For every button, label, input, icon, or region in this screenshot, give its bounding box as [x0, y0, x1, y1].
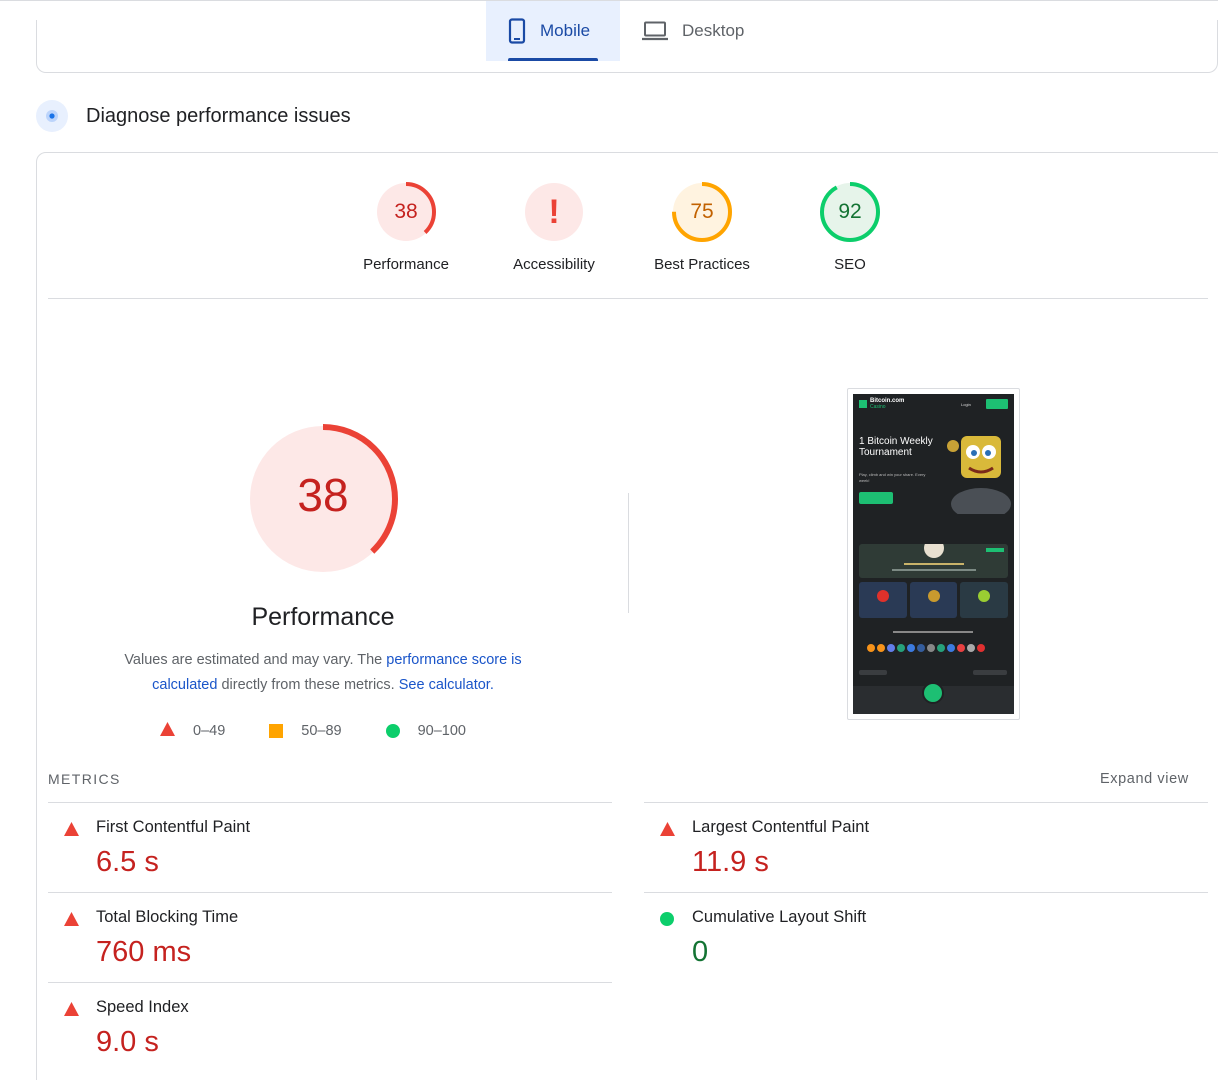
gauge-accessibility[interactable]: ! Accessibility	[479, 180, 629, 273]
tile-casino	[859, 582, 907, 618]
gauge-accessibility-value: !	[548, 193, 560, 231]
metric-divider	[644, 802, 1208, 803]
expand-view-button[interactable]: Expand view	[1100, 771, 1189, 787]
gauge-seo-label: SEO	[834, 256, 866, 273]
banner-art-icon	[892, 538, 1004, 571]
laptop-icon	[642, 21, 668, 41]
final-screenshot[interactable]: Bitcoin.com Casino Login 1 Bitcoin Weekl…	[853, 394, 1014, 714]
score-note: Values are estimated and may vary. The p…	[96, 648, 550, 698]
screenshot-signup-button	[986, 399, 1008, 409]
vertical-divider	[628, 493, 629, 613]
tile-live-casino	[909, 582, 958, 618]
screenshot-brand-sub: Casino	[870, 404, 886, 410]
gauge-best-practices-label: Best Practices	[654, 256, 750, 273]
screenshot-fab-icon	[922, 682, 944, 704]
metric-divider	[48, 802, 612, 803]
note-text-1: Values are estimated and may vary. The	[124, 652, 387, 668]
screenshot-hero-button	[859, 492, 893, 504]
square-icon	[269, 724, 284, 738]
tab-desktop[interactable]: Desktop	[620, 1, 764, 61]
metrics-header: METRICS	[48, 771, 121, 787]
screenshot-hero-subtitle: Play, climb and win your share. Every we…	[859, 472, 926, 483]
tab-mobile-label: Mobile	[540, 21, 591, 40]
gauge-accessibility-label: Accessibility	[513, 256, 595, 273]
gauge-seo-value: 92	[838, 200, 862, 223]
metric-name: Cumulative Layout Shift	[692, 908, 867, 926]
character-illustration-icon	[947, 436, 1011, 514]
screenshot-brand: Bitcoin.com	[870, 398, 905, 404]
metric-value: 11.9 s	[692, 846, 769, 878]
gauge-seo[interactable]: 92 SEO	[775, 180, 925, 273]
score-legend: 0–49 50–89 90–100	[160, 722, 510, 740]
device-tabs: Mobile Desktop	[486, 1, 764, 61]
gauge-performance-label: Performance	[363, 256, 449, 273]
report-card	[36, 152, 1218, 1080]
performance-score-large: 38	[297, 469, 349, 521]
legend-good-range: 90–100	[417, 723, 466, 739]
metric-value: 9.0 s	[96, 1026, 159, 1058]
gauge-seo-ring	[820, 182, 880, 242]
metric-name: Largest Contentful Paint	[692, 818, 870, 836]
legend-average: 50–89	[269, 723, 342, 739]
gauge-accessibility-ring	[525, 183, 583, 241]
brand-logo-icon	[859, 400, 867, 408]
legend-poor: 0–49	[160, 722, 225, 740]
legend-good: 90–100	[385, 723, 466, 739]
gauge-best-practices[interactable]: 75 Best Practices	[627, 180, 777, 273]
metric-name: Total Blocking Time	[96, 908, 239, 926]
screenshot-login: Login	[961, 402, 971, 407]
screenshot-category-tiles	[859, 582, 1009, 618]
gauge-best-practices-ring	[672, 182, 732, 242]
tab-mobile[interactable]: Mobile	[486, 1, 620, 61]
screenshot-hero-title: 1 Bitcoin Weekly Tournament	[859, 436, 933, 458]
lighthouse-icon	[36, 100, 68, 132]
top-divider	[0, 0, 1218, 1]
gauge-best-practices-value: 75	[690, 200, 714, 223]
note-text-2: directly from these metrics.	[217, 677, 399, 693]
screenshot-crypto-coins	[867, 644, 985, 652]
circle-icon	[385, 724, 400, 738]
triangle-icon	[160, 722, 175, 740]
metric-name: Speed Index	[96, 998, 189, 1016]
metric-divider	[644, 892, 1208, 893]
triangle-icon	[64, 822, 79, 841]
metric-divider	[48, 982, 612, 983]
screenshot-banner	[859, 538, 1008, 578]
metric-value: 760 ms	[96, 936, 192, 968]
metric-value: 0	[692, 936, 709, 968]
gauge-performance-ring	[376, 182, 436, 242]
triangle-icon	[660, 822, 675, 841]
tile-sports	[960, 582, 1009, 618]
metric-value: 6.5 s	[96, 846, 159, 878]
circle-icon	[660, 912, 674, 931]
metric-divider	[48, 892, 612, 893]
performance-gauge-large	[248, 424, 398, 574]
screenshot-bar-right	[973, 670, 1007, 675]
gauge-performance[interactable]: 38 Performance	[331, 180, 481, 273]
performance-label-large: Performance	[251, 603, 395, 631]
crypto-label-bar	[893, 631, 973, 633]
performance-score-link[interactable]: performance score is calculated	[152, 652, 522, 693]
diagnose-header: Diagnose performance issues	[36, 100, 351, 132]
gauges-divider	[48, 298, 1208, 299]
top-card	[36, 20, 1218, 73]
legend-poor-range: 0–49	[193, 723, 226, 739]
metric-name: First Contentful Paint	[96, 818, 251, 836]
see-calculator-link[interactable]: See calculator.	[398, 677, 494, 693]
tab-desktop-label: Desktop	[682, 21, 745, 40]
diagnose-title: Diagnose performance issues	[86, 104, 351, 127]
legend-average-range: 50–89	[301, 723, 342, 739]
triangle-icon	[64, 912, 79, 931]
screenshot-bar-left	[859, 670, 887, 675]
phone-icon	[508, 18, 526, 44]
gauge-performance-value: 38	[394, 200, 418, 223]
triangle-icon	[64, 1002, 79, 1021]
